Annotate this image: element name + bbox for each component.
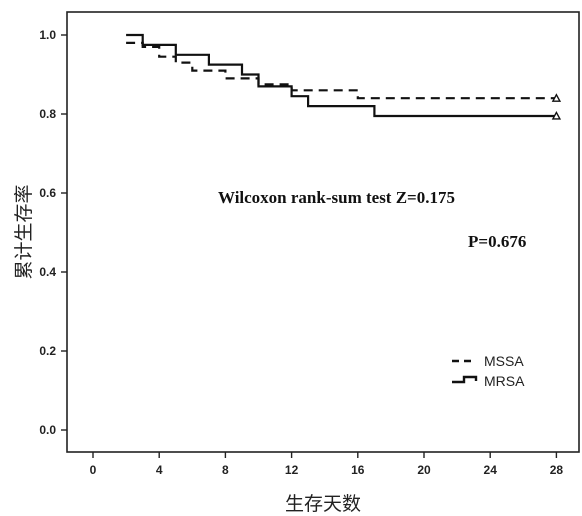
x-tick-label: 12 — [285, 463, 299, 477]
legend-swatch-mrsa — [452, 375, 478, 384]
x-tick-label: 20 — [417, 463, 431, 477]
x-tick-label: 4 — [156, 463, 163, 477]
x-tick-label: 0 — [90, 463, 97, 477]
legend: MSSA MRSA — [452, 353, 525, 389]
series-line-mrsa — [126, 33, 557, 118]
y-tick-label: 1.0 — [39, 28, 56, 42]
x-tick-label: 16 — [351, 463, 365, 477]
x-axis-title: 生存天数 — [285, 493, 361, 515]
y-tick-label: 0.6 — [39, 186, 56, 200]
p-value-annotation: P=0.676 — [468, 232, 526, 251]
series-line-mssa — [126, 41, 557, 100]
censor-marker-mrsa — [551, 110, 562, 120]
test-statistic-annotation: Wilcoxon rank-sum test Z=0.175 — [218, 188, 455, 207]
legend-label-mssa: MSSA — [484, 353, 524, 369]
x-tick-label: 24 — [484, 463, 498, 477]
x-tick-label: 8 — [222, 463, 229, 477]
legend-label-mrsa: MRSA — [484, 373, 525, 389]
y-tick-label: 0.2 — [39, 344, 56, 358]
y-tick-label: 0.4 — [39, 265, 56, 279]
y-tick-label: 0.8 — [39, 107, 56, 121]
censor-marker-mssa — [551, 93, 562, 102]
y-tick-label: 0.0 — [39, 423, 56, 437]
y-axis-title: 累计生存率 — [13, 184, 35, 279]
x-tick-label: 28 — [550, 463, 564, 477]
plot-frame — [66, 11, 580, 453]
